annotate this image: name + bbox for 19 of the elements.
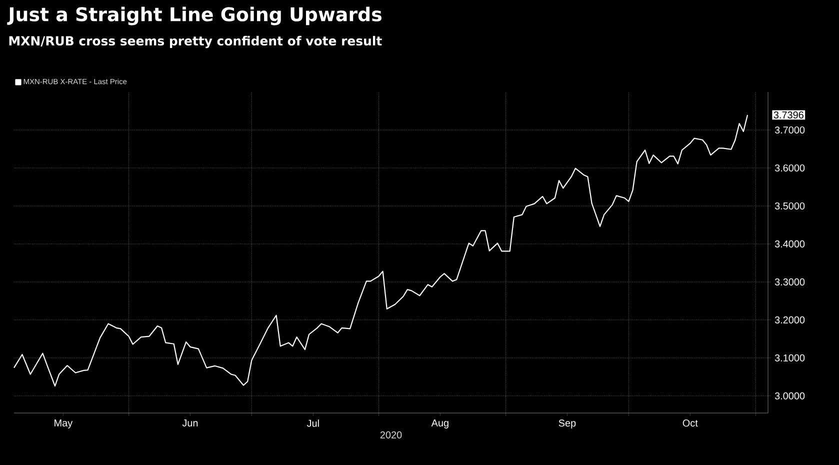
y-tick-label: 3.0000: [774, 392, 805, 400]
line-series: [13, 114, 748, 387]
x-tick-label: Jun: [182, 420, 198, 426]
x-tick-label: Sep: [558, 420, 576, 429]
y-tick-label: 3.6000: [774, 164, 805, 172]
y-tick-label: 3.3000: [774, 278, 805, 286]
x-tick-label: May: [54, 420, 73, 428]
x-tick-label: Jul: [306, 420, 319, 427]
x-tick-label: Oct: [682, 420, 698, 427]
x-tick-label: Aug: [431, 420, 448, 428]
y-tick-label: 3.7000: [774, 126, 805, 134]
y-tick-label: 3.2000: [774, 316, 805, 324]
y-tick-label: 3.1000: [774, 354, 805, 362]
chart-subtitle: MXN/RUB cross seems pretty confident of vote result: [9, 36, 382, 48]
x-axis-title: 2020: [380, 431, 402, 438]
y-tick-label: 3.5000: [774, 202, 805, 210]
annotation: 3.7396: [774, 111, 804, 118]
chart-title: Just a Straight Line Going Upwards: [7, 6, 382, 26]
y-tick-label: 3.4000: [774, 240, 805, 248]
